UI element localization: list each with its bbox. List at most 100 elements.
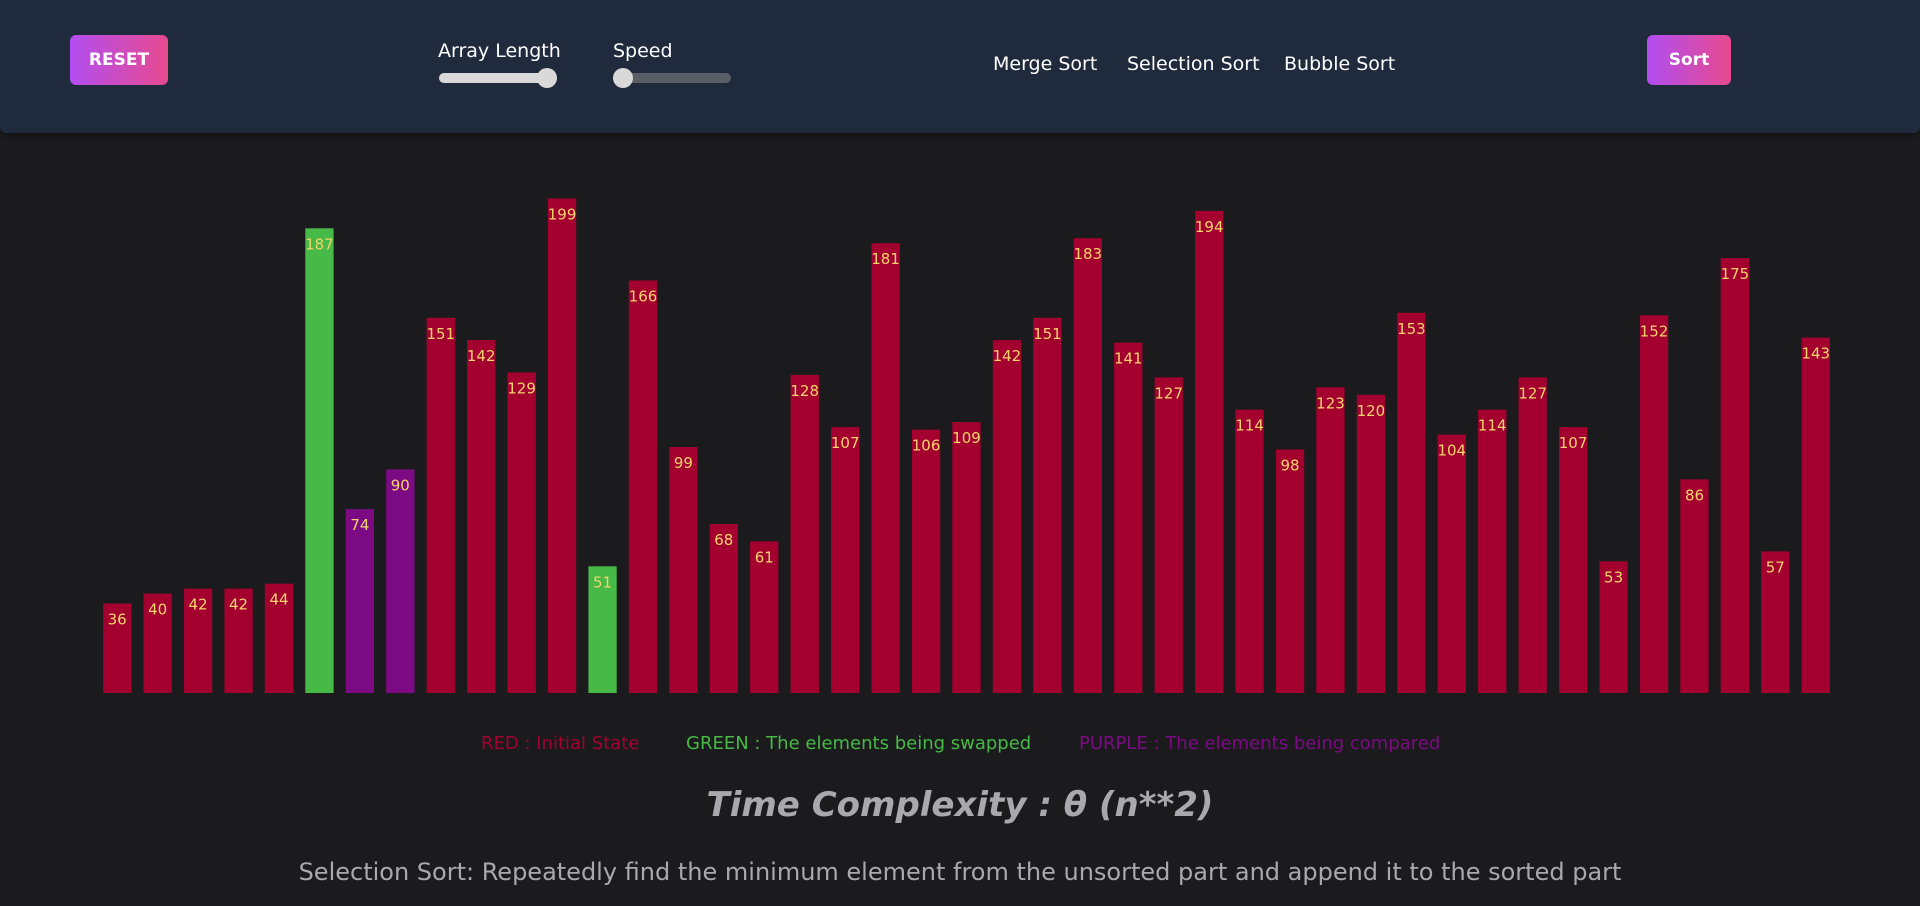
bar-value-label-18: 107 — [831, 434, 860, 452]
bar-15 — [709, 524, 738, 693]
bar-18 — [831, 427, 860, 693]
bar-2 — [183, 588, 213, 693]
bar-value-label-34: 114 — [1478, 417, 1507, 435]
bar-value-label-24: 183 — [1073, 245, 1102, 263]
bar-21 — [952, 422, 981, 693]
bar-25 — [1114, 342, 1143, 693]
bar-value-label-14: 99 — [674, 454, 693, 472]
speed-slider[interactable] — [613, 68, 731, 88]
bar-value-label-20: 106 — [912, 437, 941, 455]
bar-chart: 36 40 42 42 44 187 74 90 151 142 129 199 51 166 99 68 61… — [103, 198, 1830, 694]
bar-value-label-32: 153 — [1397, 320, 1426, 338]
bar-9 — [467, 340, 496, 693]
bar-value-label-19: 181 — [871, 250, 900, 268]
bar-6 — [345, 509, 374, 693]
bar-value-label-12: 51 — [593, 573, 612, 591]
bar-value-label-2: 42 — [189, 596, 208, 614]
bar-value-label-1: 40 — [148, 601, 167, 619]
bar-value-label-35: 127 — [1518, 384, 1547, 402]
bar-10 — [507, 372, 536, 693]
bar-3 — [224, 588, 253, 693]
bar-38 — [1639, 315, 1669, 693]
bar-27 — [1195, 210, 1224, 693]
bar-value-label-42: 143 — [1801, 345, 1830, 363]
bar-value-label-17: 128 — [790, 382, 819, 400]
bar-36 — [1559, 427, 1588, 693]
bubble-sort-link[interactable]: Bubble Sort — [1284, 53, 1396, 75]
bar-35 — [1518, 377, 1547, 693]
merge-sort-link[interactable]: Merge Sort — [993, 53, 1098, 75]
legend-initial-state: RED : Initial State — [481, 733, 640, 754]
bar-value-label-39: 86 — [1685, 486, 1704, 504]
speed-slider-thumb[interactable] — [613, 68, 633, 88]
bar-19 — [871, 243, 900, 693]
top-navigation-bar: RESET Array Length Speed Merge Sort Sele… — [0, 0, 1920, 133]
bar-17 — [790, 374, 819, 693]
bar-value-label-8: 151 — [426, 325, 455, 343]
bar-value-label-15: 68 — [714, 531, 733, 549]
bar-20 — [911, 429, 941, 693]
bar-13 — [628, 280, 658, 693]
bar-value-label-16: 61 — [755, 548, 774, 566]
bar-value-label-29: 98 — [1280, 457, 1299, 475]
legend-swapped: GREEN : The elements being swapped — [686, 733, 1032, 754]
reset-button[interactable]: RESET — [70, 35, 168, 85]
speed-label: Speed — [613, 40, 673, 62]
selection-sort-link[interactable]: Selection Sort — [1127, 53, 1260, 75]
bar-41 — [1761, 551, 1790, 693]
bar-value-label-11: 199 — [548, 206, 577, 224]
bar-31 — [1356, 394, 1386, 693]
bar-value-label-31: 120 — [1357, 402, 1386, 420]
bar-value-label-6: 74 — [350, 516, 369, 534]
legend-compared: PURPLE : The elements being compared — [1079, 733, 1441, 754]
bar-value-label-9: 142 — [467, 347, 496, 365]
bar-5 — [305, 228, 334, 694]
array-length-slider[interactable] — [439, 68, 557, 88]
bar-value-label-41: 57 — [1766, 558, 1785, 576]
bar-value-label-33: 104 — [1437, 442, 1466, 460]
bar-42 — [1801, 337, 1830, 693]
bar-value-label-26: 127 — [1154, 384, 1183, 402]
bar-40 — [1720, 258, 1749, 693]
bar-value-label-0: 36 — [108, 611, 127, 629]
bar-value-label-22: 142 — [993, 347, 1022, 365]
bar-value-label-3: 42 — [229, 596, 248, 614]
bar-value-label-27: 194 — [1195, 218, 1224, 236]
bar-value-label-10: 129 — [507, 379, 536, 397]
bar-26 — [1154, 377, 1183, 693]
bar-value-label-40: 175 — [1721, 265, 1750, 283]
bar-14 — [669, 447, 698, 693]
bar-value-label-5: 187 — [305, 235, 334, 253]
bar-value-label-38: 152 — [1640, 322, 1669, 340]
bar-24 — [1073, 238, 1102, 693]
bar-value-label-21: 109 — [952, 429, 981, 447]
time-complexity: Time Complexity : θ (n**2) — [706, 785, 1214, 825]
sort-button[interactable]: Sort — [1647, 35, 1731, 85]
bar-33 — [1437, 434, 1466, 693]
bar-11 — [547, 198, 577, 693]
bar-28 — [1235, 409, 1264, 693]
algorithm-description: Selection Sort: Repeatedly find the mini… — [298, 858, 1622, 886]
bar-29 — [1275, 449, 1305, 693]
bar-16 — [750, 541, 779, 693]
bar-value-label-25: 141 — [1114, 350, 1143, 368]
bar-22 — [992, 340, 1022, 693]
bar-34 — [1478, 409, 1507, 693]
bar-value-label-13: 166 — [629, 288, 658, 306]
bar-value-label-37: 53 — [1604, 568, 1623, 586]
bar-12 — [588, 566, 617, 693]
bar-value-label-30: 123 — [1316, 394, 1345, 412]
bar-30 — [1316, 387, 1345, 693]
bar-value-label-28: 114 — [1235, 417, 1264, 435]
bar-7 — [386, 469, 415, 693]
bar-37 — [1599, 561, 1628, 693]
bar-1 — [143, 593, 172, 693]
bar-4 — [264, 583, 294, 693]
array-length-slider-thumb[interactable] — [537, 68, 557, 88]
bar-39 — [1680, 479, 1709, 693]
array-length-label: Array Length — [438, 40, 561, 62]
bar-value-label-4: 44 — [269, 591, 288, 609]
bar-value-label-23: 151 — [1033, 325, 1062, 343]
bar-8 — [426, 317, 455, 693]
bar-value-label-7: 90 — [391, 476, 410, 494]
